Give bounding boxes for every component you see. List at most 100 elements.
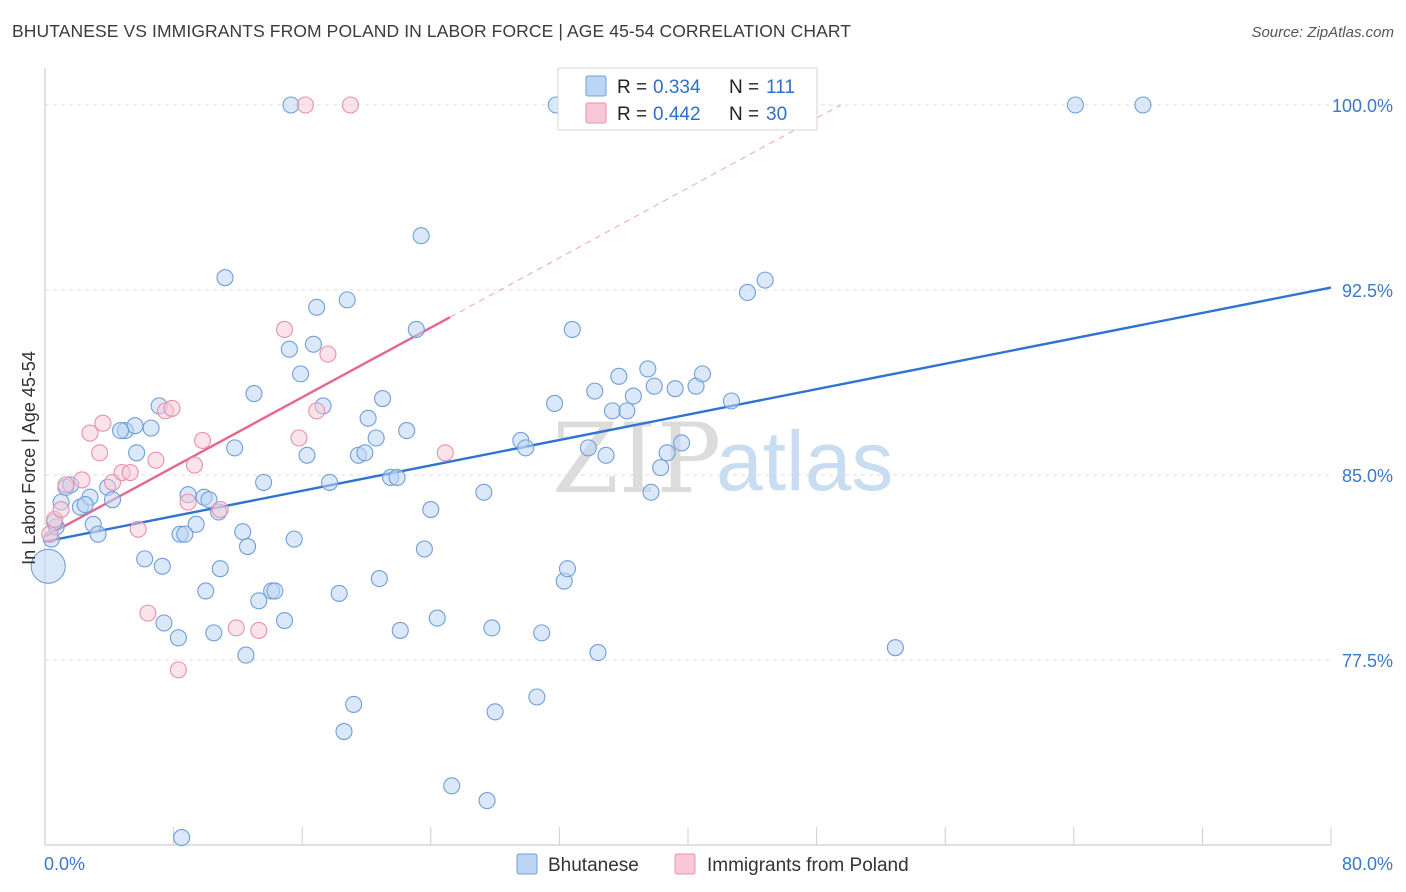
data-point-poland — [436, 444, 454, 462]
data-point-bhutanese — [197, 582, 215, 600]
legend-box: R = 0.334 N = 111 R = 0.442 N = 30 — [557, 67, 818, 131]
bottom-legend-swatch-poland — [674, 853, 696, 875]
y-axis-title: In Labor Force | Age 45-54 — [19, 351, 39, 565]
data-point-bhutanese — [645, 377, 663, 395]
data-point-bhutanese — [103, 491, 122, 509]
data-point-bhutanese — [483, 619, 501, 637]
legend-n-label: N = — [729, 104, 759, 125]
data-point-poland — [57, 476, 75, 494]
data-point-bhutanese — [308, 298, 326, 316]
data-point-bhutanese — [610, 367, 628, 385]
data-point-bhutanese — [226, 439, 244, 457]
data-point-poland — [341, 96, 359, 114]
data-point-bhutanese — [136, 550, 154, 568]
legend-r-value: 0.442 — [653, 104, 701, 125]
data-point-poland — [250, 621, 268, 639]
data-point-bhutanese — [618, 402, 636, 420]
data-point-bhutanese — [112, 422, 130, 440]
data-point-bhutanese — [528, 688, 546, 706]
data-point-bhutanese — [200, 491, 218, 509]
data-point-bhutanese — [298, 446, 316, 464]
data-point-bhutanese — [738, 283, 757, 302]
data-point-bhutanese — [589, 644, 607, 662]
data-point-bhutanese — [335, 722, 353, 741]
data-point-poland — [290, 429, 308, 447]
y-tick-label: 77.5% — [1342, 651, 1393, 671]
data-point-bhutanese — [415, 540, 433, 558]
data-point-bhutanese — [126, 417, 144, 435]
chart-title: BHUTANESE VS IMMIGRANTS FROM POLAND IN L… — [12, 21, 852, 41]
y-tick-label: 92.5% — [1342, 281, 1393, 301]
data-point-bhutanese — [367, 429, 385, 447]
data-point-poland — [163, 399, 181, 417]
data-point-bhutanese — [169, 629, 187, 647]
data-point-bhutanese — [1066, 96, 1084, 114]
data-point-bhutanese — [76, 496, 94, 514]
data-point-bhutanese — [579, 439, 597, 457]
data-point-bhutanese — [234, 523, 252, 541]
data-point-bhutanese — [658, 444, 676, 462]
data-point-bhutanese — [1134, 96, 1152, 114]
bottom-legend: Bhutanese Immigrants from Poland — [516, 853, 909, 876]
data-point-poland — [169, 661, 187, 679]
data-point-bhutanese — [666, 380, 684, 398]
legend-swatch-poland — [585, 102, 607, 124]
legend-r-value: 0.334 — [653, 77, 701, 98]
data-point-bhutanese — [558, 560, 576, 578]
data-point-bhutanese — [155, 614, 173, 632]
legend-r-label: R = — [617, 104, 647, 125]
legend-n-value: 30 — [766, 104, 787, 125]
data-point-poland — [94, 414, 112, 432]
data-point-bhutanese — [205, 624, 223, 642]
x-tick-label: 80.0% — [1342, 854, 1393, 874]
data-point-bhutanese — [412, 227, 430, 245]
data-point-bhutanese — [30, 548, 66, 584]
data-point-bhutanese — [345, 695, 363, 713]
data-point-bhutanese — [422, 500, 440, 519]
data-point-bhutanese — [187, 515, 205, 533]
data-point-bhutanese — [216, 269, 234, 287]
watermark-zip: ZIP — [552, 403, 721, 515]
data-point-bhutanese — [374, 389, 392, 408]
grid-lines — [45, 104, 1331, 661]
data-point-bhutanese — [173, 829, 191, 847]
legend-n-value: 111 — [766, 77, 795, 98]
data-point-bhutanese — [142, 419, 160, 437]
y-tick-label: 85.0% — [1342, 466, 1393, 486]
data-point-bhutanese — [356, 444, 374, 462]
data-point-poland — [41, 525, 59, 543]
data-point-bhutanese — [176, 525, 194, 543]
data-point-bhutanese — [673, 434, 691, 452]
data-point-bhutanese — [443, 777, 461, 795]
data-point-bhutanese — [486, 703, 504, 721]
y-tick-labels: 100.0% 92.5% 85.0% 77.5% — [1332, 96, 1393, 671]
data-point-bhutanese — [320, 473, 339, 491]
data-point-bhutanese — [280, 340, 298, 358]
data-point-poland — [179, 493, 197, 511]
legend-swatch-bhutanese — [585, 75, 607, 97]
data-point-poland — [139, 604, 157, 622]
data-point-poland — [308, 402, 326, 420]
data-point-bhutanese — [255, 473, 273, 491]
data-point-bhutanese — [517, 439, 535, 457]
data-point-bhutanese — [89, 525, 107, 543]
axes — [44, 68, 1332, 846]
data-point-bhutanese — [388, 468, 406, 487]
data-point-poland — [52, 500, 70, 519]
data-point-bhutanese — [391, 621, 409, 639]
data-point-bhutanese — [475, 483, 493, 501]
bottom-legend-label-bhutanese: Bhutanese — [548, 855, 639, 876]
data-point-bhutanese — [330, 584, 348, 602]
source-label: Source: ZipAtlas.com — [1251, 24, 1394, 41]
data-point-bhutanese — [275, 611, 294, 630]
data-point-poland — [275, 320, 294, 339]
data-point-bhutanese — [756, 271, 774, 289]
data-point-bhutanese — [245, 385, 263, 403]
data-point-bhutanese — [693, 365, 712, 383]
y-tick-label: 100.0% — [1332, 96, 1393, 116]
watermark: ZIP atlas — [552, 403, 893, 515]
data-point-bhutanese — [642, 483, 660, 501]
data-point-bhutanese — [624, 387, 642, 405]
data-point-bhutanese — [153, 557, 171, 575]
